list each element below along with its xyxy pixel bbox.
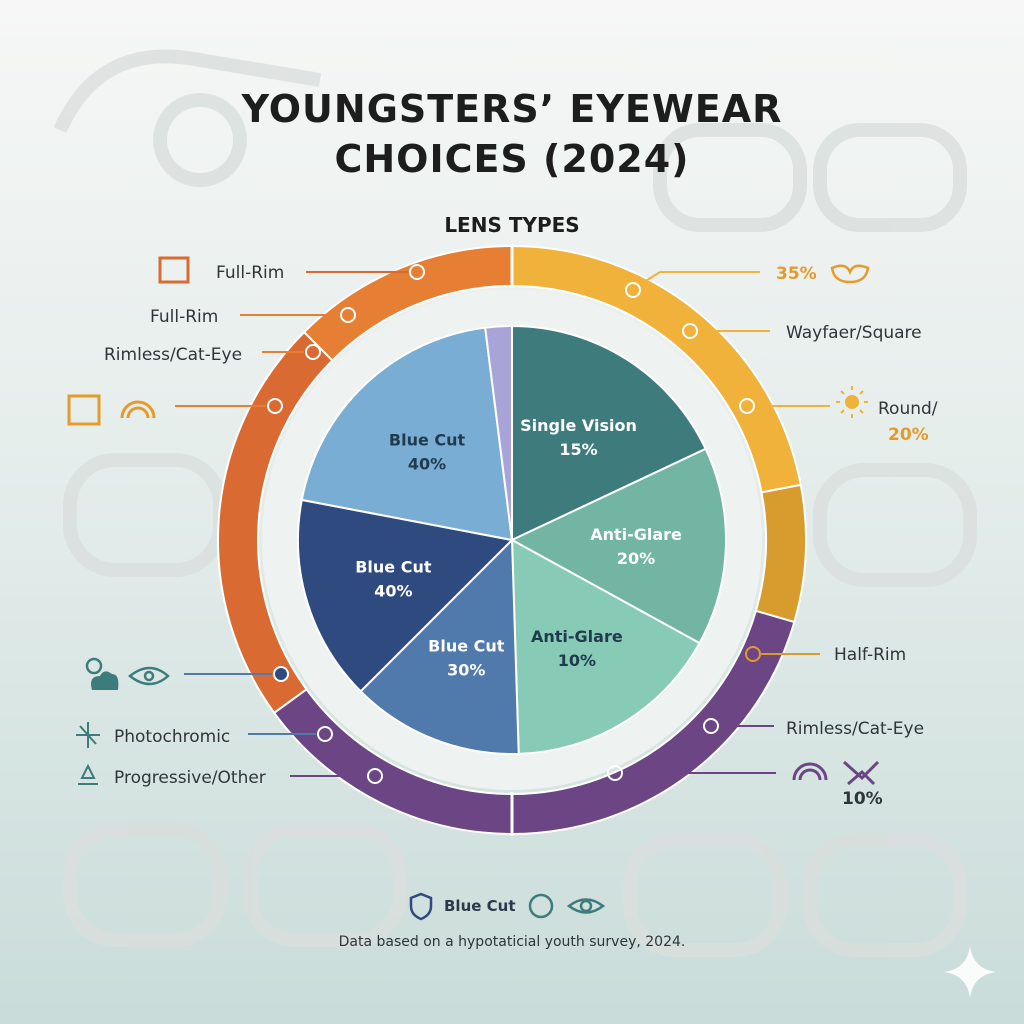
pie-slice-4	[297, 498, 515, 693]
inner-pie	[297, 324, 727, 755]
sun-rays	[836, 386, 868, 418]
arch-icon-purple	[792, 762, 828, 781]
left-callout-label-0: Full-Rim	[216, 263, 284, 283]
footnote: Data based on a hypotaticial youth surve…	[338, 934, 686, 950]
pie-slice-5	[300, 326, 514, 542]
sun-icon-small	[85, 657, 103, 675]
left-callout-dot-3	[267, 398, 283, 414]
pie-slice-value-2: 10%	[558, 651, 596, 670]
right-callout-dot-4	[703, 718, 719, 734]
sparkle-icon	[944, 946, 996, 998]
right-callout-dot-1	[682, 323, 698, 339]
left-callout-dot-2	[305, 344, 321, 360]
inner-pie-labels: Single Vision 15% Anti-Glare 20% Anti-Glare 1…	[355, 416, 682, 679]
pie-slice-value-0: 15%	[559, 440, 597, 459]
left-callout-dot-1	[340, 307, 356, 323]
right-callout-dot-5	[607, 765, 623, 781]
pie-slice-label-1: Anti-Glare	[590, 525, 682, 544]
left-callout-dot-0	[409, 264, 425, 280]
left-callout-label-1: Full-Rim	[150, 307, 218, 327]
pie-slice-label-3: Blue Cut	[428, 636, 505, 655]
left-callout-dot-6	[367, 768, 383, 784]
lamp-icon	[78, 763, 98, 785]
footer-legend: Blue Cut	[408, 888, 606, 924]
shield-icon	[409, 892, 433, 921]
square-frame-icon	[158, 256, 190, 284]
pie-slice-value-3: 30%	[447, 660, 485, 679]
pie-slice-value-5: 40%	[408, 455, 446, 474]
cat-eye-icon	[843, 760, 880, 786]
outer-ring-segment-1	[754, 483, 807, 624]
pie-slice-3	[359, 537, 520, 755]
pie-slice-label-0: Single Vision	[520, 416, 637, 435]
chart-title-line-1: YOUNGSTERS’ EYEWEAR	[241, 87, 783, 131]
right-callout-label-1: Wayfaer/Square	[786, 323, 922, 343]
pie-slice-label-4: Blue Cut	[355, 557, 432, 576]
sun-icon	[845, 395, 859, 409]
footer-legend-label: Blue Cut	[444, 897, 516, 915]
right-callout-dot-2	[739, 398, 755, 414]
right-callout-label-2: Round/	[878, 399, 938, 419]
right-callout-dot-3	[745, 646, 761, 662]
chart-title: YOUNGSTERS’ EYEWEAR CHOICES (2024)	[0, 84, 1024, 184]
arch-icon	[120, 400, 156, 419]
chart-subtitle: LENS TYPES	[444, 213, 579, 237]
right-callout-label-0: 35%	[776, 264, 817, 284]
eye-icon	[566, 898, 605, 914]
pie-slice-0	[511, 324, 707, 542]
left-callout-label-2: Rimless/Cat-Eye	[104, 345, 242, 365]
pie-slice-value-1: 20%	[617, 549, 655, 568]
callouts: Full-Rim Full-Rim Rimless/Cat-Eye Photochro…	[67, 256, 938, 809]
pie-slice-label-5: Blue Cut	[389, 431, 466, 450]
cloud-icon	[91, 671, 119, 690]
pie-slice-6	[484, 324, 513, 541]
spark-icon	[76, 722, 100, 748]
right-callout-line-0a	[640, 271, 661, 285]
wings-icon	[830, 264, 870, 284]
square-icon	[67, 394, 101, 426]
right-callout-dot-0	[625, 282, 641, 298]
pie-slice-label-2: Anti-Glare	[531, 627, 623, 646]
left-callout-dot-5	[317, 726, 333, 742]
right-callout-label-4: Rimless/Cat-Eye	[786, 719, 924, 739]
left-callout-dot-4	[273, 666, 289, 682]
right-callout-sub-2: 20%	[888, 425, 929, 445]
eye-pupil-left	[143, 670, 155, 682]
pie-slice-2	[510, 538, 701, 755]
eye-icon-left	[127, 666, 170, 686]
right-callout-label-5: 10%	[842, 789, 883, 809]
left-callout-label-5: Photochromic	[114, 727, 230, 747]
left-callout-label-6: Progressive/Other	[114, 768, 266, 788]
chart-title-line-2: CHOICES (2024)	[334, 137, 690, 181]
pie-slice-1	[509, 447, 727, 645]
outer-ring	[217, 244, 807, 836]
pie-slice-value-4: 40%	[374, 581, 412, 600]
circle-icon	[528, 893, 553, 919]
right-callout-label-3: Half-Rim	[834, 645, 906, 665]
